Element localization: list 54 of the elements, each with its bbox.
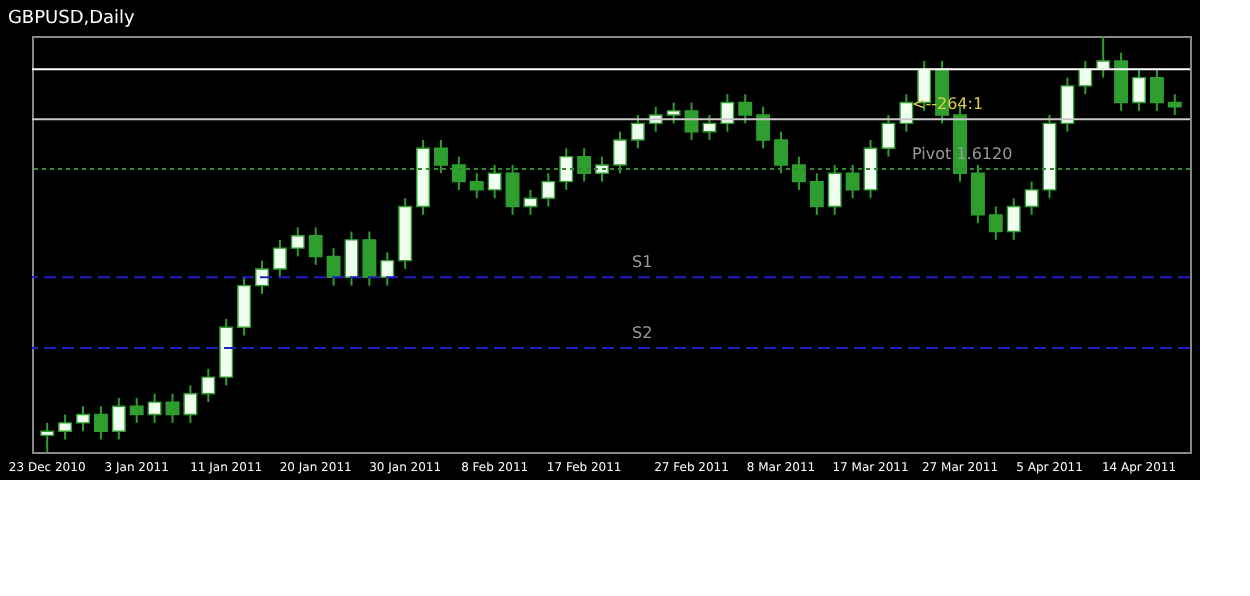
candlestick	[165, 392, 180, 424]
candlestick	[40, 421, 55, 453]
candlestick	[666, 101, 681, 125]
candlestick	[988, 205, 1003, 241]
candlestick	[290, 226, 305, 258]
chart-title: GBPUSD,Daily	[7, 9, 137, 29]
candlestick	[344, 230, 359, 287]
candlestick	[76, 405, 90, 433]
candlestick	[881, 114, 896, 158]
candlestick	[970, 163, 985, 225]
candlestick	[326, 247, 341, 287]
candlestick	[791, 155, 806, 191]
candlestick	[1078, 59, 1093, 96]
candlestick	[541, 172, 556, 208]
candlestick	[720, 93, 735, 133]
candlestick	[756, 105, 771, 150]
candlestick	[93, 405, 108, 441]
candlestick	[827, 163, 842, 216]
candlestick	[845, 163, 860, 200]
candlestick	[111, 396, 126, 441]
candlestick	[595, 155, 610, 183]
candlestick	[451, 155, 466, 191]
candlestick	[1114, 51, 1129, 112]
candlestick	[58, 413, 73, 441]
candlestick	[899, 93, 914, 133]
candlestick	[237, 276, 252, 337]
candlestick	[1024, 180, 1039, 216]
candlestick	[434, 139, 448, 175]
candlestick	[380, 251, 395, 287]
ref-line-label: S2	[632, 324, 653, 342]
candlestick	[201, 367, 216, 404]
candlestick	[1132, 68, 1146, 112]
candlestick	[183, 384, 198, 424]
candlestick	[1060, 76, 1075, 133]
candlestick	[1149, 68, 1164, 112]
candlestick	[272, 238, 287, 279]
candlestick	[577, 147, 592, 183]
candlestick	[129, 396, 144, 424]
candlestick	[469, 172, 484, 200]
candlestick	[774, 130, 788, 175]
candlestick	[147, 392, 162, 424]
candlestick	[630, 114, 645, 150]
candlestick	[863, 139, 878, 200]
candlestick	[308, 226, 323, 266]
candlestick	[487, 163, 502, 200]
candlestick	[1167, 93, 1182, 117]
candlestick	[1006, 197, 1021, 241]
candlestick	[362, 230, 377, 287]
candlestick	[559, 147, 574, 191]
candlestick	[809, 172, 824, 216]
candlestick	[255, 259, 269, 295]
candlestick	[738, 93, 753, 125]
ref-line-label: S1	[632, 253, 653, 272]
candlestick	[612, 130, 627, 175]
